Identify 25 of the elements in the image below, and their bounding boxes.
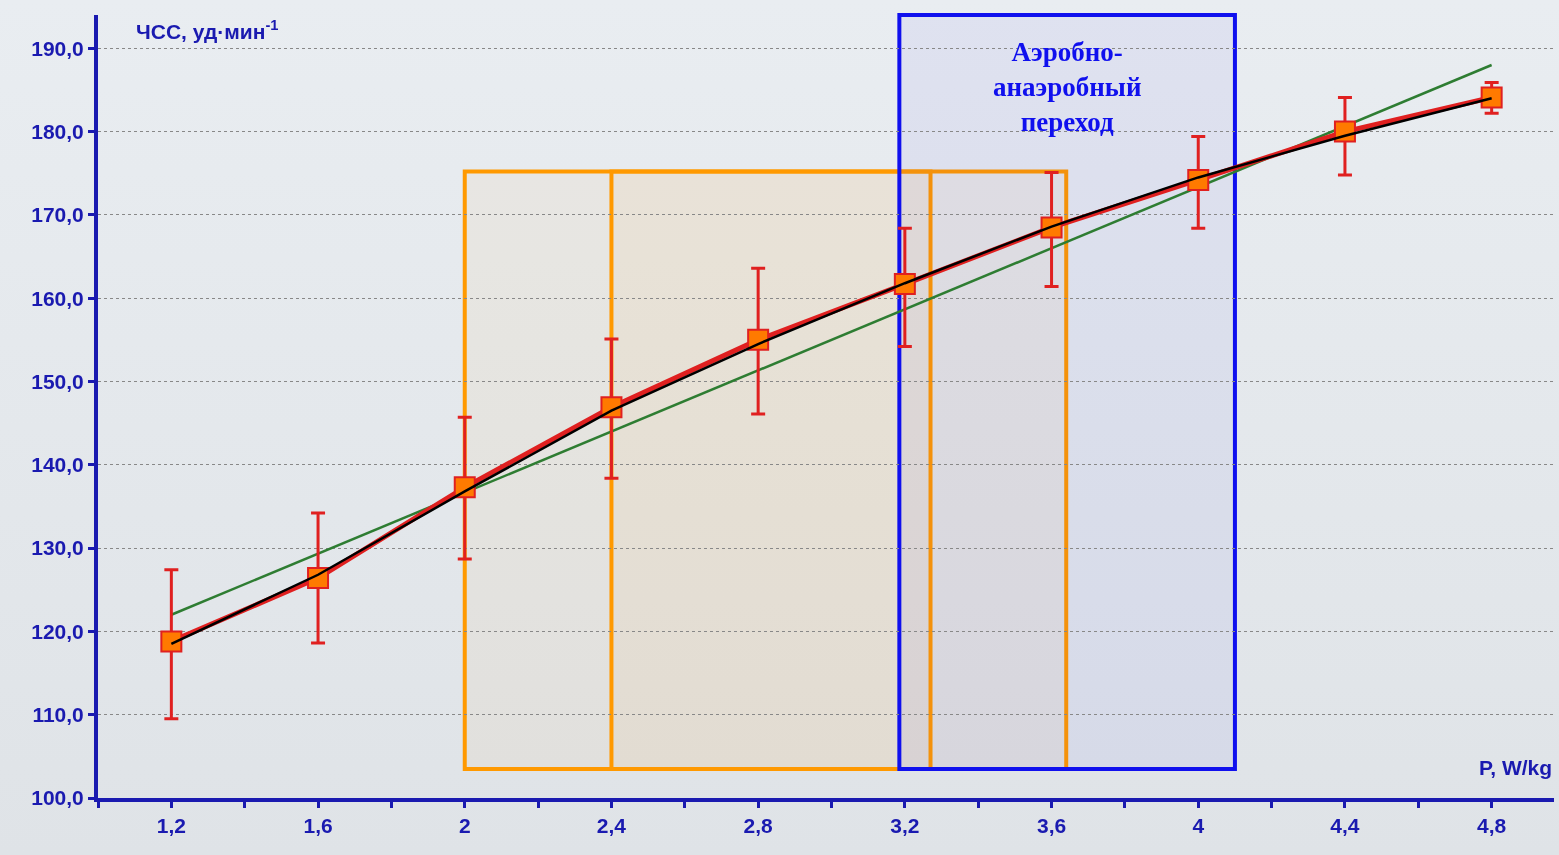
x-tick-label: 4,8 [1477, 814, 1507, 838]
y-tick-label: 190,0 [31, 36, 84, 60]
x-tick-label: 4,4 [1330, 814, 1360, 838]
x-tick-label: 1,6 [303, 814, 333, 838]
y-tick-label: 140,0 [31, 453, 84, 477]
x-tick-label: 2 [458, 814, 471, 838]
x-tick-label: 3,6 [1036, 814, 1067, 838]
y-axis-title: ЧСС, уд·мин$^{-1}$ [136, 17, 279, 43]
x-tick-label: 1,2 [156, 814, 186, 838]
y-tick-label: 180,0 [31, 119, 84, 143]
y-tick-label: 100,0 [31, 786, 84, 810]
x-tick-label: 2,8 [743, 814, 774, 838]
band-label: Аэробно- анаэробный переход [993, 37, 1142, 138]
x-tick-label: 3,2 [890, 814, 920, 838]
y-tick-label: 170,0 [31, 203, 84, 227]
x-tick-label: 2,4 [596, 814, 627, 838]
point [160, 630, 183, 653]
x-axis-title: P, W/kg [1479, 756, 1553, 779]
x-tick-label: 4 [1192, 814, 1205, 838]
y-tick-label: 120,0 [31, 619, 84, 643]
y-tick-label: 130,0 [31, 536, 84, 560]
y-tick-label: 150,0 [31, 369, 84, 393]
point [1480, 86, 1503, 109]
y-tick-label: 160,0 [31, 286, 84, 310]
y-tick-label: 110,0 [32, 703, 84, 727]
